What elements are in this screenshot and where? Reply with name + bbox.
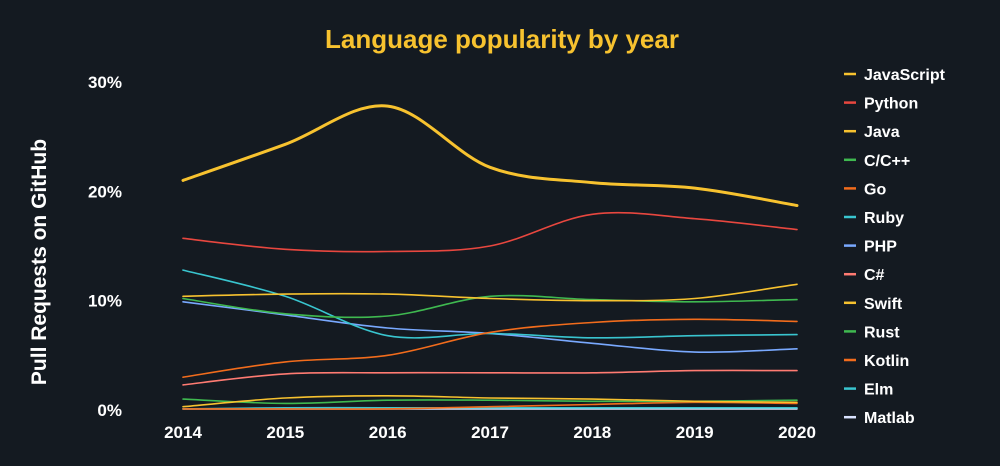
legend-label-rust: Rust [864, 324, 900, 341]
x-tick-label: 2017 [471, 423, 509, 442]
series-line-kotlin [182, 401, 798, 410]
series-line-ruby [182, 269, 798, 339]
legend-label-c: C# [864, 267, 885, 284]
y-tick-label: 0% [97, 401, 122, 420]
legend-label-java: Java [864, 124, 900, 141]
legend-label-go: Go [864, 181, 886, 198]
series-line-c [182, 369, 798, 386]
legend-label-kotlin: Kotlin [864, 353, 909, 370]
series-line-elm [182, 406, 798, 410]
series-line-c-c [182, 294, 798, 319]
legend-label-php: PHP [864, 239, 897, 256]
x-axis-ticks: 2014 2015 2016 2017 2018 2019 2020 [164, 423, 816, 442]
series-line-python [182, 211, 798, 253]
series-lines [181, 104, 799, 410]
y-tick-label: 20% [88, 182, 122, 201]
legend-label-ruby: Ruby [864, 210, 904, 227]
x-tick-label: 2020 [778, 423, 816, 442]
x-tick-label: 2016 [369, 423, 407, 442]
y-tick-label: 30% [88, 73, 122, 92]
legend: JavaScript Python Java C/C++ Go Ruby PHP C# Swif… [844, 67, 946, 427]
legend-label-matlab: Matlab [864, 410, 915, 427]
legend-label-c-c: C/C++ [864, 153, 910, 170]
y-tick-label: 10% [88, 292, 122, 311]
series-line-php [182, 301, 798, 354]
series-line-go [182, 318, 798, 378]
legend-label-elm: Elm [864, 382, 893, 399]
series-line-swift [182, 395, 798, 408]
x-tick-label: 2018 [573, 423, 611, 442]
x-tick-label: 2014 [164, 423, 202, 442]
series-line-java [182, 283, 798, 302]
y-axis-label: Pull Requests on GitHub [28, 139, 51, 385]
x-tick-label: 2015 [266, 423, 304, 442]
series-line-javascript [181, 104, 799, 207]
x-tick-label: 2019 [676, 423, 714, 442]
y-axis-ticks: 0% 10% 20% 30% [88, 73, 122, 420]
legend-label-python: Python [864, 96, 918, 113]
legend-label-javascript: JavaScript [864, 67, 946, 84]
chart-title: Language popularity by year [325, 24, 679, 54]
legend-label-swift: Swift [864, 296, 903, 313]
